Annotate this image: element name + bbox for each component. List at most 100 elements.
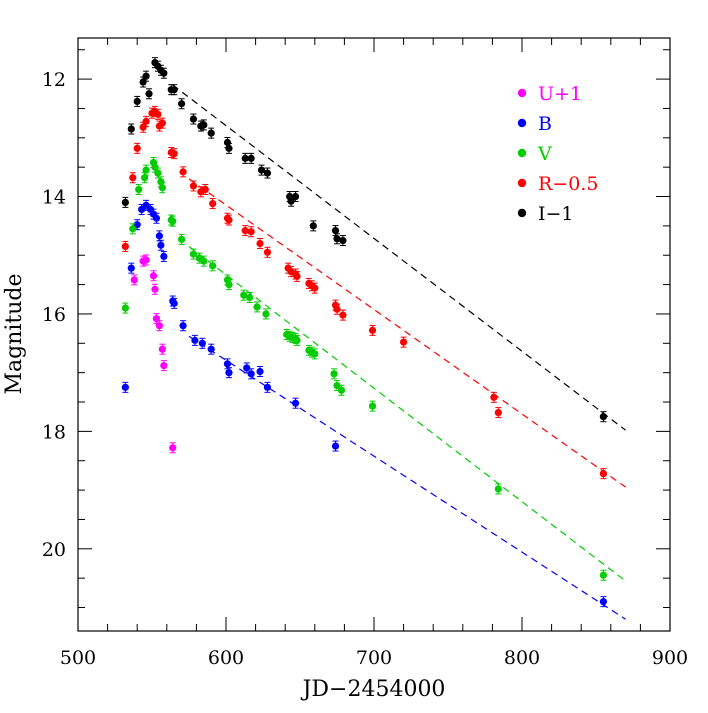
data-point [133, 142, 141, 154]
fit-lines [172, 84, 626, 620]
axis-ticks [77, 38, 671, 631]
data-marker [368, 326, 377, 334]
data-marker [339, 236, 347, 245]
data-point [494, 483, 502, 495]
data-marker [225, 144, 233, 152]
data-marker [157, 241, 165, 249]
data-marker [247, 154, 255, 162]
data-point [256, 365, 264, 377]
data-point [262, 308, 270, 320]
data-marker [243, 364, 251, 372]
data-marker [169, 444, 177, 452]
data-point [256, 237, 264, 249]
data-marker [160, 69, 168, 77]
data-point [152, 212, 161, 224]
data-marker [149, 272, 158, 280]
data-point [368, 324, 377, 336]
legend-label: U+1 [538, 83, 582, 105]
data-point [158, 343, 166, 355]
data-marker [293, 272, 301, 280]
data-point [253, 301, 261, 313]
data-point [291, 191, 300, 203]
data-point [178, 233, 186, 245]
data-marker [127, 125, 135, 133]
data-point [243, 362, 251, 374]
data-marker [129, 174, 137, 182]
data-marker [256, 367, 264, 376]
data-marker [330, 370, 338, 378]
data-marker [209, 199, 217, 208]
data-point [311, 282, 319, 294]
data-marker [145, 90, 153, 98]
data-marker [127, 264, 135, 272]
data-point [142, 115, 150, 127]
data-marker [198, 339, 206, 347]
data-point [241, 152, 249, 164]
data-marker [337, 386, 346, 394]
data-point [142, 70, 150, 82]
data-marker [241, 226, 249, 235]
data-point [142, 164, 150, 176]
data-point [247, 152, 255, 164]
legend-item: V [517, 143, 552, 165]
data-point [155, 230, 163, 242]
data-marker [257, 166, 266, 174]
data-point [309, 220, 317, 232]
data-marker [135, 185, 143, 194]
data-point [198, 337, 206, 349]
legend-label: I−1 [538, 203, 574, 225]
data-point [263, 381, 272, 393]
x-tick-label: 500 [60, 647, 96, 669]
data-point [170, 148, 178, 160]
data-point [200, 119, 208, 131]
data-marker [207, 345, 215, 353]
data-marker [240, 291, 248, 299]
data-point [225, 214, 233, 226]
data-point [599, 596, 608, 608]
data-marker [189, 115, 198, 123]
legend-label: B [538, 113, 552, 135]
data-point [263, 246, 272, 258]
data-marker [311, 350, 319, 358]
data-point [191, 334, 199, 346]
data-point [121, 196, 129, 208]
data-point [179, 320, 187, 332]
legend-marker [517, 118, 527, 128]
data-point [209, 198, 217, 210]
data-point [207, 343, 215, 355]
y-tick-label: 16 [42, 304, 66, 326]
data-marker [130, 276, 138, 284]
data-point [263, 167, 272, 179]
data-marker [225, 216, 233, 224]
data-marker [121, 383, 129, 391]
data-marker [139, 123, 147, 131]
data-marker [170, 299, 178, 307]
legend-label: R−0.5 [538, 173, 598, 195]
legend-item: R−0.5 [517, 173, 598, 195]
data-marker [494, 485, 502, 493]
data-marker [151, 285, 159, 293]
data-point [330, 368, 338, 380]
data-point [225, 279, 233, 291]
data-point [121, 381, 129, 393]
data-marker [331, 442, 340, 450]
data-marker [309, 222, 317, 230]
data-point [141, 172, 149, 184]
fit-line [188, 245, 626, 582]
x-tick-label: 700 [356, 647, 392, 669]
data-marker [209, 262, 217, 270]
data-point [291, 397, 300, 409]
data-point [246, 292, 254, 304]
data-point [333, 233, 341, 245]
data-point [207, 127, 215, 139]
data-point [494, 407, 502, 419]
data-marker [247, 370, 255, 378]
data-marker [253, 303, 261, 311]
data-marker [178, 235, 186, 243]
data-marker [333, 381, 341, 390]
data-marker [263, 248, 272, 256]
data-marker [293, 336, 301, 344]
data-marker [247, 228, 255, 236]
